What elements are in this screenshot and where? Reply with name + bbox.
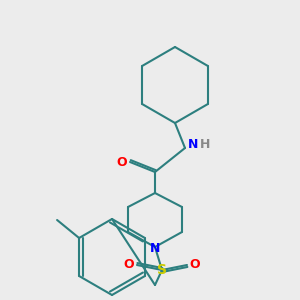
- Text: N: N: [188, 139, 198, 152]
- Text: S: S: [157, 263, 167, 277]
- Text: N: N: [150, 242, 160, 254]
- Text: O: O: [117, 155, 127, 169]
- Text: O: O: [124, 259, 134, 272]
- Text: H: H: [200, 139, 210, 152]
- Text: O: O: [190, 259, 200, 272]
